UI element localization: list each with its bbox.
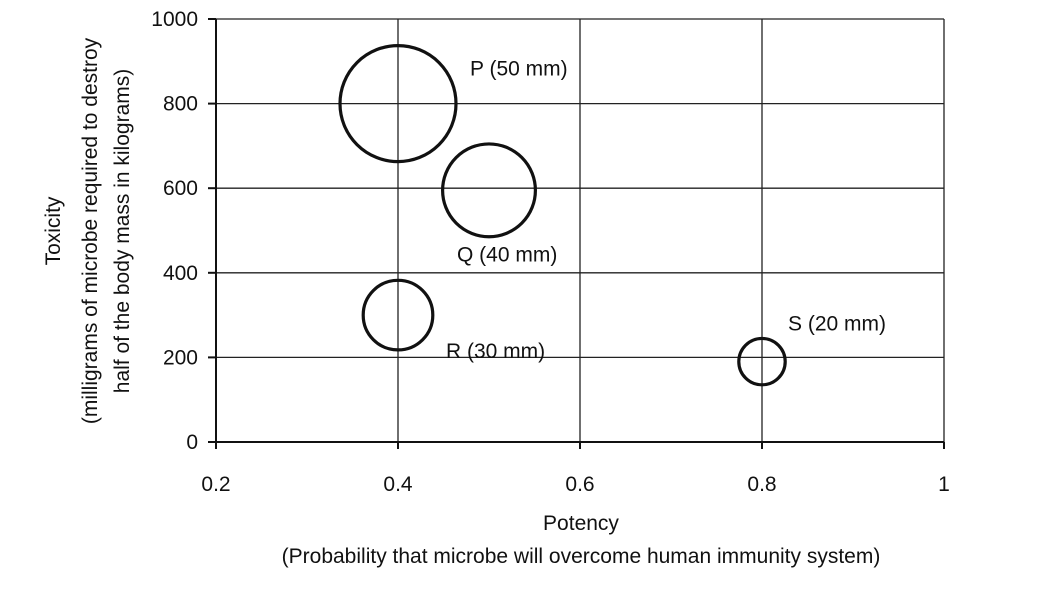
y-tick-label: 200 [163,346,198,369]
grid [216,18,945,442]
x-tick-label: 1 [938,473,950,496]
x-tick-label: 0.6 [565,473,594,496]
bubble [441,142,538,239]
bubble-label: S (20 mm) [788,313,886,336]
bubble [737,336,787,387]
y-tick-label: 400 [163,262,198,285]
y-axis-title: Toxicity [42,196,65,265]
y-tick-label: 0 [186,431,198,454]
bubble [361,278,435,352]
y-tick-label: 800 [163,93,198,116]
bubble-label: R (30 mm) [446,340,545,363]
bubble [338,43,458,164]
bubble-label: P (50 mm) [470,58,568,81]
x-tick-label: 0.4 [383,473,413,496]
x-tick-label: 0.2 [201,473,230,496]
x-tick-label: 0.8 [747,473,776,496]
axes: 0.2 0.4 0.6 0.8 1 0 200 400 600 800 1000 [151,8,950,496]
y-tick-label: 600 [163,177,198,200]
y-axis-subtitle-line2: half of the body mass in kilograms) [111,69,134,393]
bubbles [338,43,787,387]
x-axis-title: Potency [543,512,619,535]
y-tick-label: 1000 [151,8,198,31]
y-axis-subtitle-line1: (milligrams of microbe required to destr… [79,37,102,424]
labels: P (50 mm) Q (40 mm) R (30 mm) S (20 mm) [446,58,886,364]
x-axis-subtitle: (Probability that microbe will overcome … [282,545,881,568]
bubble-label: Q (40 mm) [457,243,557,266]
